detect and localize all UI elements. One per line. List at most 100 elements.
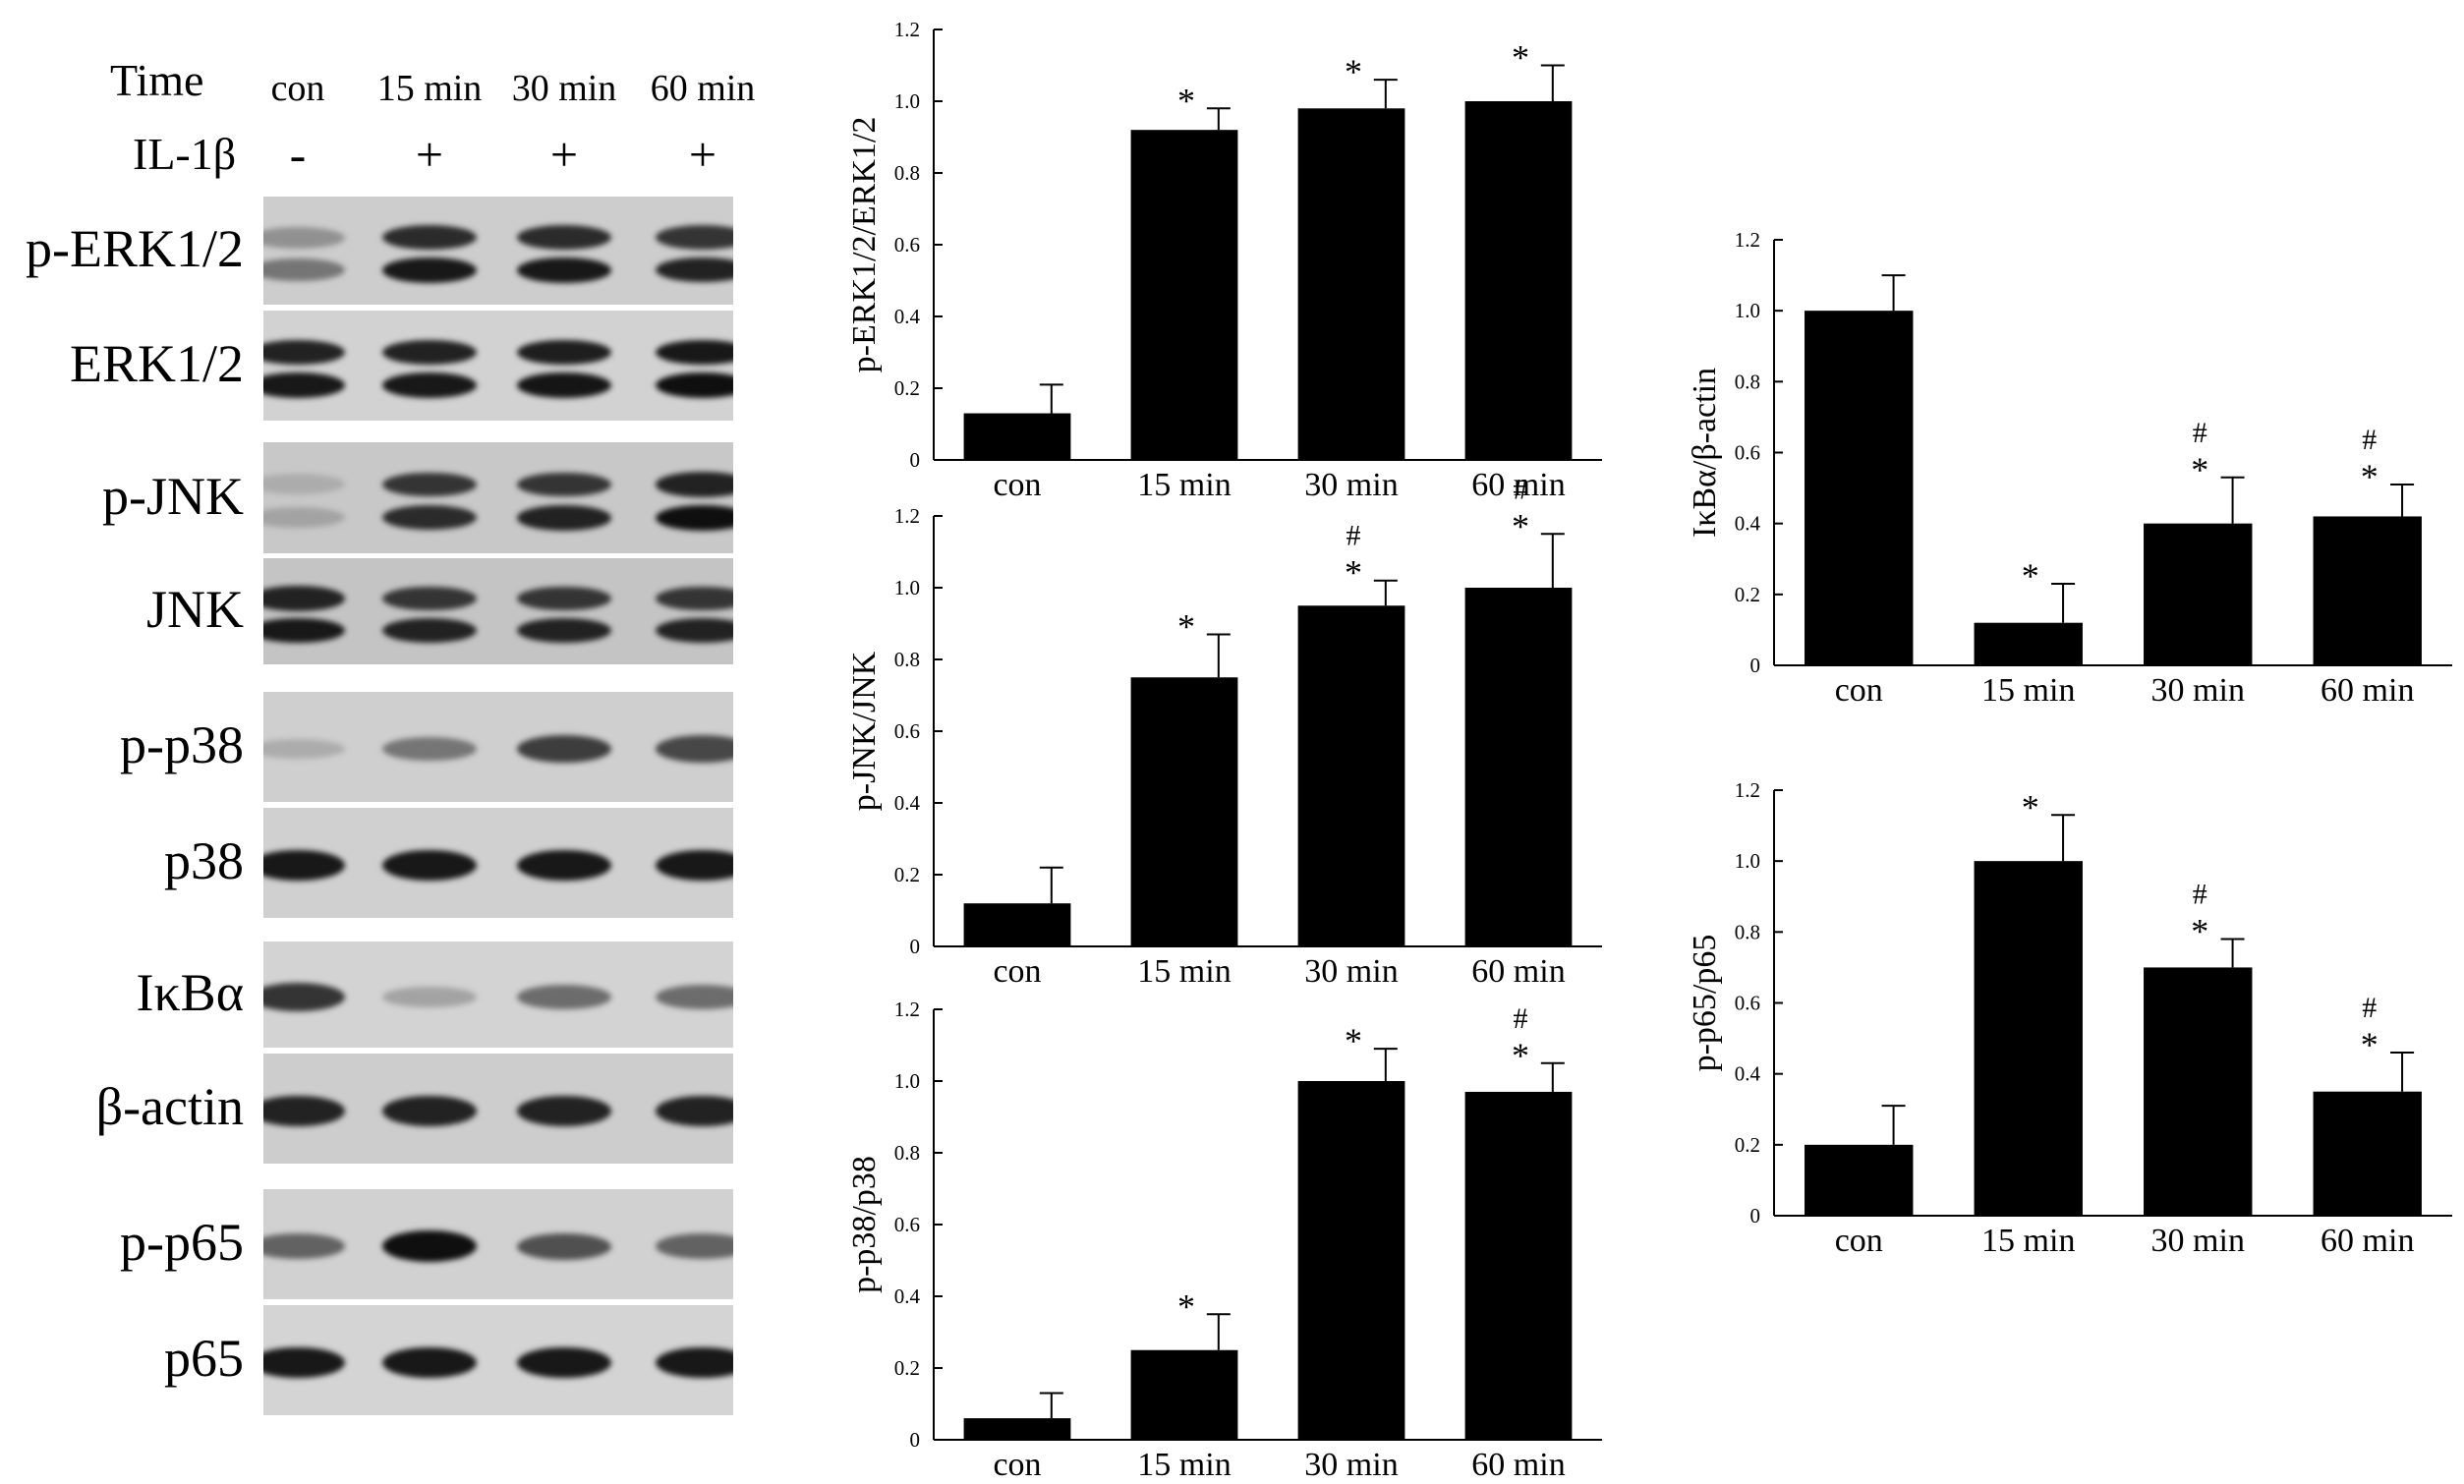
blot-band bbox=[263, 586, 345, 611]
lane-label: 15 min bbox=[376, 68, 483, 109]
blot-band bbox=[382, 372, 477, 398]
chart-ikba: 0 0.2 0.4 0.6 0.8 1.0 1.2 IκBα/β-actin con * 15 mi… bbox=[1687, 228, 2452, 709]
blot-band bbox=[382, 986, 477, 1007]
blot-band bbox=[382, 1095, 477, 1126]
significance-star: * bbox=[2022, 556, 2039, 596]
significance-star: * bbox=[1345, 553, 1362, 593]
blot-strip bbox=[263, 1054, 733, 1164]
blot-band bbox=[517, 984, 611, 1009]
y-tick-label: 0 bbox=[910, 1428, 921, 1452]
y-tick-label: 0.4 bbox=[1735, 512, 1761, 536]
x-tick-label: 60 min bbox=[1471, 467, 1565, 503]
blot-band bbox=[517, 505, 611, 531]
y-tick-label: 1.0 bbox=[894, 576, 920, 599]
treatment-mark: - bbox=[289, 127, 307, 182]
x-tick-label: 15 min bbox=[1981, 672, 2075, 709]
blot-row-label: β-actin bbox=[95, 1077, 244, 1136]
blot-row-label: p65 bbox=[164, 1329, 244, 1388]
y-tick-label: 0 bbox=[1750, 654, 1761, 677]
y-axis-label: IκBα/β-actin bbox=[1687, 368, 1723, 538]
blot-band bbox=[263, 507, 345, 529]
blot-band bbox=[382, 586, 477, 611]
x-tick-label: 60 min bbox=[1471, 1447, 1565, 1483]
bar bbox=[963, 1418, 1071, 1440]
significance-star: * bbox=[2361, 1025, 2378, 1064]
y-tick-label: 0.4 bbox=[1735, 1062, 1761, 1086]
significance-star: * bbox=[1512, 38, 1529, 78]
bar bbox=[1297, 108, 1405, 461]
blot-row-label: ERK1/2 bbox=[69, 334, 244, 393]
treatment-mark: + bbox=[688, 127, 717, 182]
x-tick-label: 30 min bbox=[1304, 1447, 1398, 1483]
blot-strip bbox=[263, 558, 733, 664]
blot-band bbox=[656, 339, 733, 366]
blot-strip bbox=[263, 1189, 733, 1299]
x-tick-label: 15 min bbox=[1137, 953, 1231, 990]
bar bbox=[2144, 523, 2253, 665]
blot-band bbox=[263, 226, 345, 249]
y-tick-label: 0.8 bbox=[1735, 370, 1760, 393]
bar bbox=[1805, 1144, 1914, 1216]
time-header: Time bbox=[110, 55, 204, 105]
x-tick-label: 60 min bbox=[1471, 953, 1565, 990]
x-tick-label: con bbox=[1835, 1223, 1883, 1259]
blot-band bbox=[263, 1346, 345, 1378]
blot-band bbox=[517, 339, 611, 366]
blot-strip bbox=[263, 1305, 733, 1415]
blot-band bbox=[263, 258, 345, 282]
x-tick-label: con bbox=[993, 467, 1041, 503]
y-tick-label: 0.2 bbox=[894, 1356, 920, 1380]
y-axis-label: p-ERK1/2/ERK1/2 bbox=[846, 117, 883, 373]
blot-band bbox=[656, 735, 733, 764]
x-tick-label: 15 min bbox=[1981, 1223, 2075, 1259]
blot-row-label: p38 bbox=[164, 831, 244, 890]
y-tick-label: 0.6 bbox=[1735, 992, 1760, 1015]
blot-row-label: p-p65 bbox=[120, 1213, 244, 1272]
blot-band bbox=[382, 225, 477, 251]
treatment-header: IL-1β bbox=[133, 129, 237, 179]
x-tick-label: 30 min bbox=[2151, 1223, 2245, 1259]
y-tick-label: 0.4 bbox=[894, 791, 921, 815]
blot-row-label: p-JNK bbox=[102, 466, 244, 526]
blot-band bbox=[656, 472, 733, 497]
y-tick-label: 0.4 bbox=[894, 1284, 921, 1308]
chart-p-erk: 0 0.2 0.4 0.6 0.8 1.0 1.2 p-ERK1/2/ERK1/2 con * 15… bbox=[846, 18, 1602, 503]
significance-star: * bbox=[1512, 1036, 1529, 1075]
x-tick-label: 30 min bbox=[1304, 467, 1398, 503]
blot-band bbox=[382, 737, 477, 762]
significance-star: * bbox=[2361, 457, 2378, 496]
bar bbox=[1464, 588, 1573, 946]
significance-hash: # bbox=[1514, 1002, 1528, 1035]
y-tick-label: 0.8 bbox=[894, 161, 920, 185]
bar bbox=[1805, 311, 1914, 665]
significance-hash: # bbox=[2193, 417, 2207, 449]
bar bbox=[2144, 967, 2253, 1216]
blot-row-label: p-p38 bbox=[120, 715, 244, 774]
x-tick-label: 15 min bbox=[1137, 1447, 1231, 1483]
x-tick-label: 30 min bbox=[2151, 672, 2245, 709]
x-tick-label: con bbox=[993, 1447, 1041, 1483]
blot-band bbox=[656, 372, 733, 399]
blot-band bbox=[263, 617, 345, 644]
bar bbox=[1464, 1091, 1573, 1440]
bar bbox=[963, 903, 1071, 946]
x-tick-label: 60 min bbox=[2321, 1223, 2414, 1259]
significance-star: * bbox=[2191, 912, 2208, 951]
blot-row-label: IκBα bbox=[136, 963, 244, 1022]
significance-star: * bbox=[2191, 450, 2208, 489]
y-axis-label: p-JNK/JNK bbox=[846, 651, 883, 811]
y-tick-label: 1.2 bbox=[1735, 778, 1760, 802]
significance-hash: # bbox=[1347, 520, 1361, 552]
y-tick-label: 0.2 bbox=[1735, 583, 1760, 606]
lane-label: 30 min bbox=[511, 68, 617, 109]
chart-p-p38: 0 0.2 0.4 0.6 0.8 1.0 1.2 p-p38/p38 con * 15 min * 3… bbox=[846, 998, 1602, 1483]
blot-band bbox=[382, 1346, 477, 1378]
y-tick-label: 0.8 bbox=[1735, 920, 1760, 943]
x-tick-label: 30 min bbox=[1304, 953, 1398, 990]
bar bbox=[2313, 1091, 2422, 1216]
significance-hash: # bbox=[2193, 879, 2207, 911]
blot-band bbox=[263, 1095, 345, 1126]
blot-band bbox=[263, 339, 345, 366]
